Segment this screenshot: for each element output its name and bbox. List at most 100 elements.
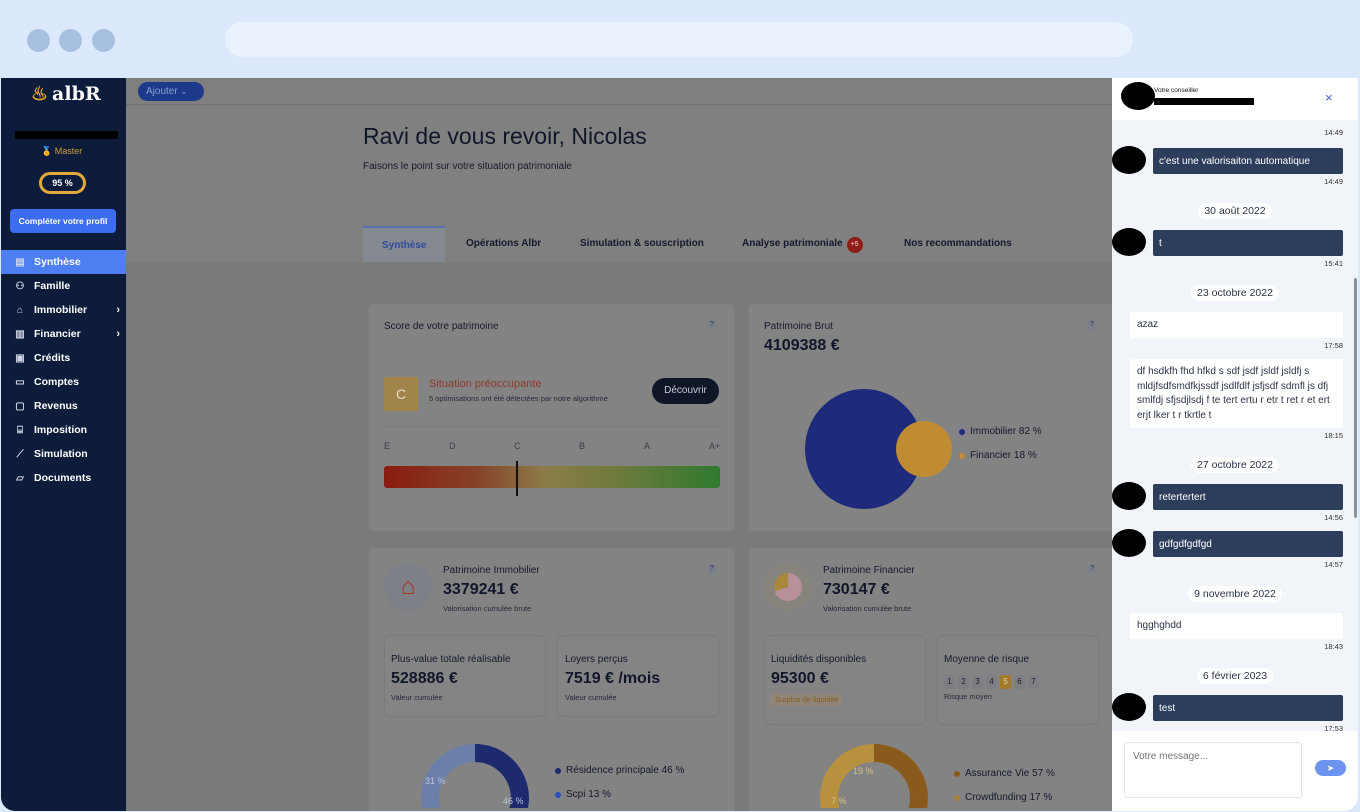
risk-level[interactable]: 3 [972,675,983,689]
message-time: 18:15 [1324,431,1343,440]
date-separator: 30 août 2022 [1112,203,1358,219]
sidebar-item-financier[interactable]: ▥ Financier › [1,322,126,346]
message-input[interactable] [1124,742,1302,798]
tab-opérations-albr[interactable]: Opérations Albr [454,226,553,262]
chat-messages[interactable]: 14:49 c'est une valorisaiton automatique 1… [1112,78,1358,731]
window-close-dot[interactable] [27,29,50,52]
window-minimize-dot[interactable] [59,29,82,52]
date-separator: 23 octobre 2022 [1112,285,1358,301]
sidebar-item-simulation[interactable]: ⟋ Simulation [1,442,126,466]
tab-simulation-souscription[interactable]: Simulation & souscription [568,226,716,262]
card-title: Score de votre patrimoine [384,321,499,332]
legend-pct: 18 % [1013,450,1037,461]
add-label: Ajouter [146,86,178,97]
sidebar-item-crédits[interactable]: ▣ Crédits [1,346,126,370]
patrimoine-brut-card: Patrimoine Brut 4109388 € ? Immobilier 8… [748,303,1112,532]
card-title: Patrimoine Financier [823,565,915,576]
sidebar-item-revenus[interactable]: ▢ Revenus [1,394,126,418]
tab-analyse-patrimoniale[interactable]: Analyse patrimoniale +5 [730,226,875,262]
sidebar-item-famille[interactable]: ⚇ Famille [1,274,126,298]
legend-dot [954,794,960,801]
message-time: 14:56 [1324,513,1343,522]
fin-value: 730147 € [823,581,890,598]
date-label: 30 août 2022 [1198,203,1272,219]
liquid-value: 95300 € [771,670,829,687]
tab-nos-recommandations[interactable]: Nos recommandations [892,226,1024,262]
rank-icon: 🏅 [41,146,53,156]
fin-caption: Valorisation cumulée brute [823,604,912,613]
help-icon[interactable]: ? [1087,564,1097,574]
legend-label: Financier [970,450,1012,461]
patrimoine-financier-card: Patrimoine Financier 730147 € Valorisati… [748,547,1112,811]
message-time: 17:53 [1324,724,1343,731]
sender-avatar [1112,693,1146,721]
sidebar-item-comptes[interactable]: ▭ Comptes [1,370,126,394]
line-chart-icon: ⟋ [16,448,24,460]
chat-header: Votre conseiller × [1112,78,1358,120]
risk-level[interactable]: 5 [1000,675,1011,689]
legend-label: Immobilier [970,426,1017,437]
legend-pct: 57 % [1032,768,1055,779]
tab-label: Synthèse [382,240,427,251]
tab-synthèse[interactable]: Synthèse [363,226,446,262]
discover-button[interactable]: Découvrir [652,378,719,404]
date-label: 6 février 2023 [1196,668,1274,684]
chat-scrollbar[interactable] [1354,278,1357,518]
bubble-financier [896,421,952,477]
pie-icon [764,563,812,611]
add-dropdown-button[interactable]: Ajouter ⌄ [138,82,204,101]
sender-avatar [1112,482,1146,510]
page-subtitle: Faisons le point sur votre situation pat… [363,161,572,172]
legend-assurance-vie: Assurance Vie 57 % [954,768,1055,779]
legend-label: Scpi [566,789,586,800]
plus-value-card: Plus-value totale réalisable 528886 € Va… [384,635,546,717]
help-icon[interactable]: ? [707,320,717,330]
loyers-card: Loyers perçus 7519 € /mois Valeur cumulé… [557,635,719,717]
tab-label: Nos recommandations [904,238,1012,249]
scale-label: E [384,441,391,451]
risk-level[interactable]: 2 [958,675,969,689]
layout-icon: ▤ [15,256,25,268]
date-separator: 27 octobre 2022 [1112,457,1358,473]
risk-level[interactable]: 7 [1028,675,1039,689]
help-icon[interactable]: ? [1087,320,1097,330]
sidebar-item-synthèse[interactable]: ▤ Synthèse [1,250,126,274]
immo-value: 3379241 € [443,581,519,598]
scale-label: B [579,441,586,451]
date-label: 9 novembre 2022 [1188,586,1282,602]
legend-dot [959,428,965,435]
message-bubble: hgghghdd [1130,613,1343,639]
donut-slice-residence [474,744,529,808]
help-icon[interactable]: ? [707,564,717,574]
close-icon[interactable]: × [1325,90,1333,105]
legend-crowdfunding: Crowdfunding 17 % [954,792,1052,803]
donut-slice-assurance-vie [873,744,928,799]
message-bubble: t [1153,230,1343,256]
risk-level[interactable]: 6 [1014,675,1025,689]
liquidites-card: Liquidités disponibles 95300 € Surplus d… [764,635,926,725]
advisor-label: Votre conseiller [1154,87,1199,94]
complete-profile-button[interactable]: Compléter votre profil [10,209,116,233]
chat-composer: ➤ [1112,731,1358,811]
message-text: df hsdkfh fhd hfkd s sdf jsdf jsldf jsld… [1137,366,1330,421]
date-separator: 9 novembre 2022 [1112,586,1358,602]
house-icon: ⌂ [384,563,432,611]
risk-level[interactable]: 4 [986,675,997,689]
sidebar-item-immobilier[interactable]: ⌂ Immobilier › [1,298,126,322]
message-text: t [1159,237,1162,249]
rank-badge: 🏅 Master [41,146,82,157]
sender-avatar [1112,146,1146,174]
window-maximize-dot[interactable] [92,29,115,52]
sidebar-item-imposition[interactable]: ⌸ Imposition [1,418,126,442]
risk-level[interactable]: 1 [944,675,955,689]
send-button[interactable]: ➤ [1315,760,1346,776]
score-marker [516,461,518,496]
tab-label: Opérations Albr [466,238,542,249]
sidebar-item-documents[interactable]: ▱ Documents [1,466,126,490]
sub-caption: Risque moyen [944,692,992,701]
card-icon: ▭ [15,376,25,388]
immo-caption: Valorisation cumulée brute [443,604,532,613]
logo[interactable]: ♨ albR [31,83,101,105]
address-bar[interactable] [225,22,1133,57]
message-text: gdfgdfgdfgd [1159,538,1212,550]
